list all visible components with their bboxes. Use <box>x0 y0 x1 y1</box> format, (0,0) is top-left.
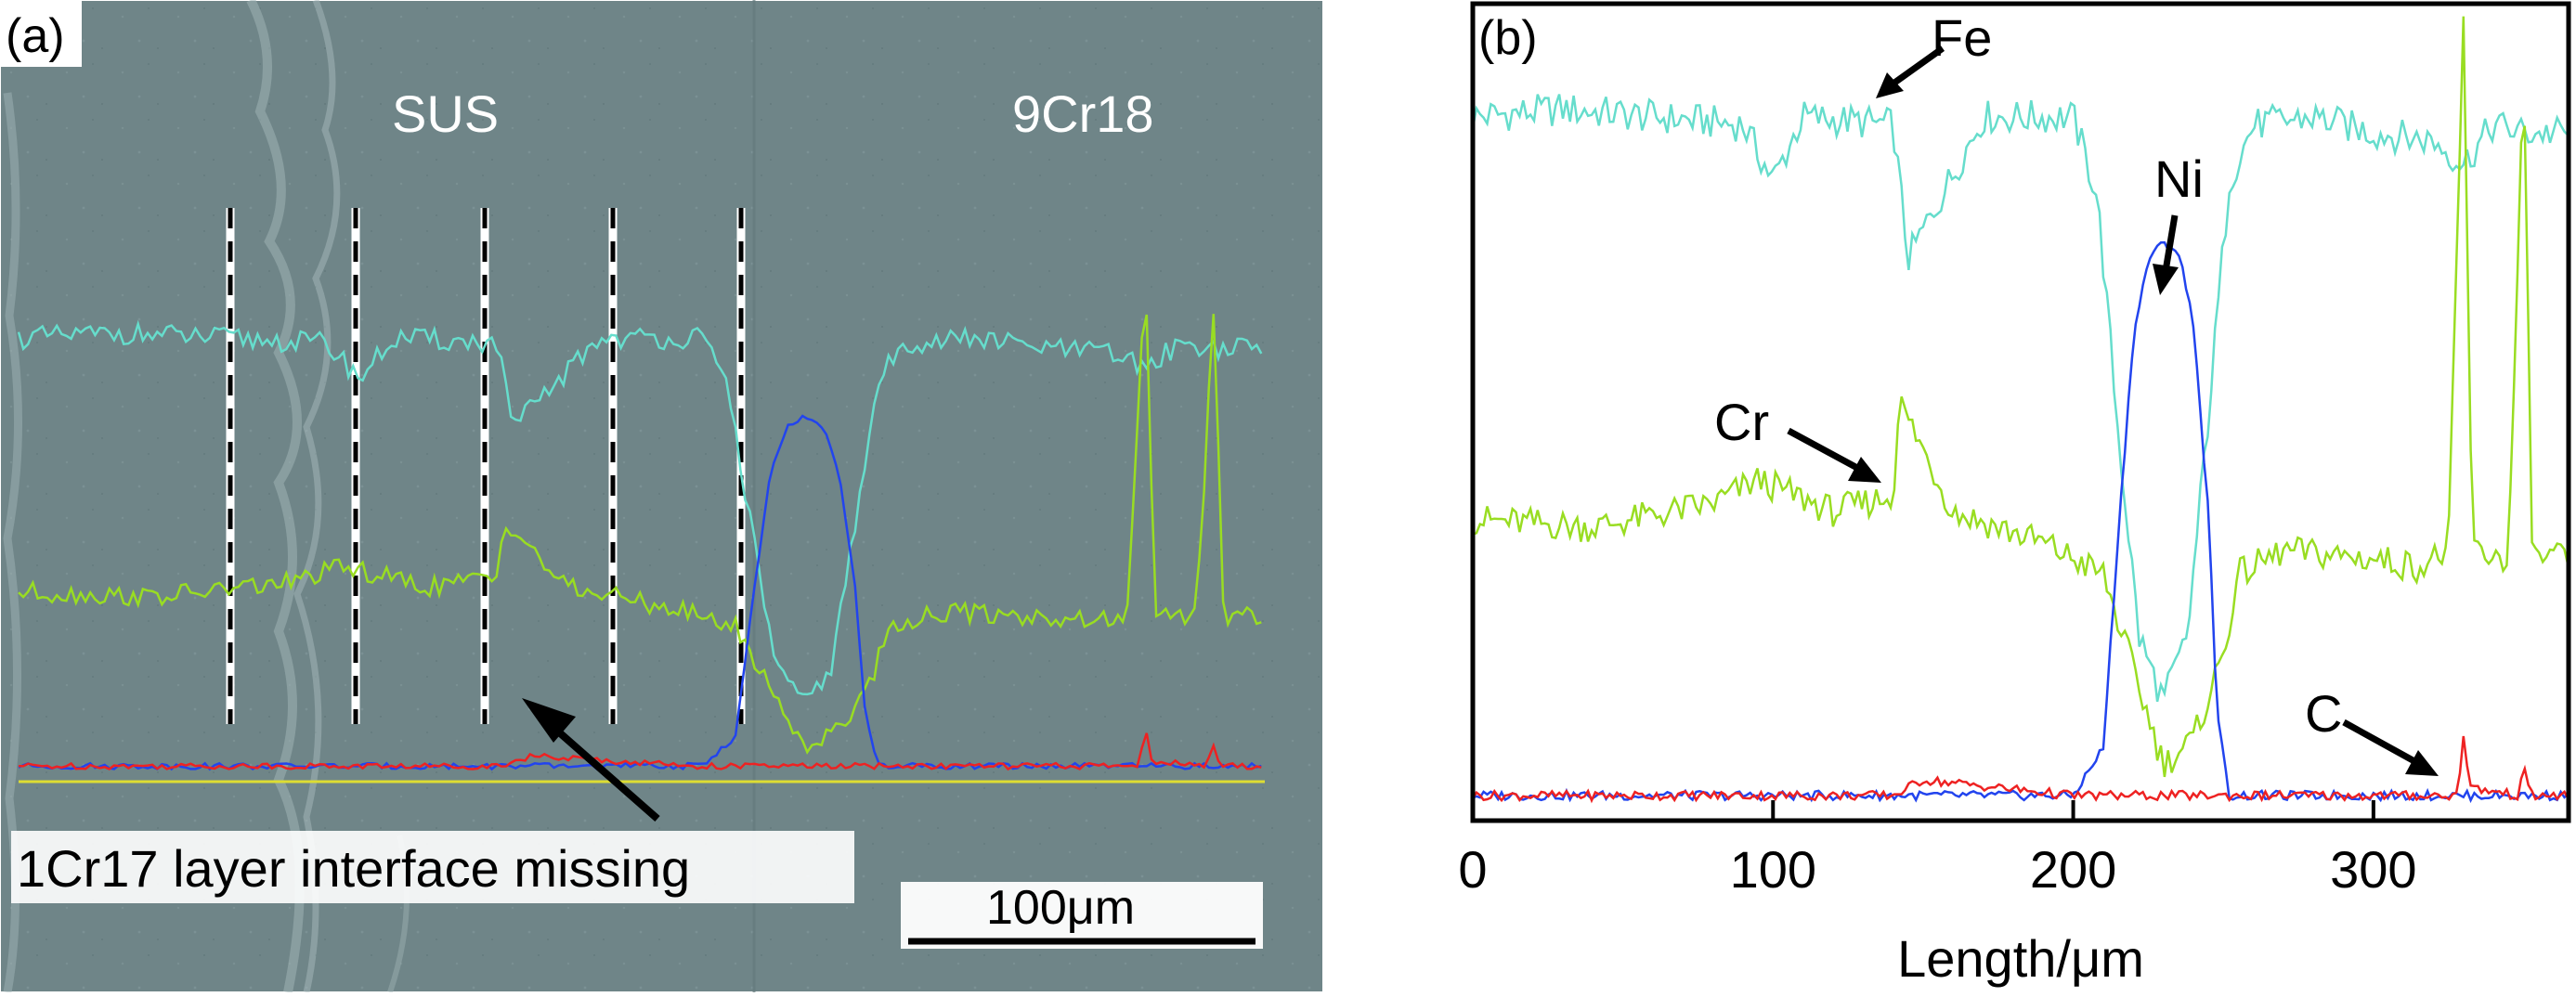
fe-label: Fe <box>1932 8 1992 67</box>
x-tick-label: 300 <box>2330 840 2416 899</box>
micrograph-background <box>0 0 1323 992</box>
x-tick-label: 0 <box>1458 840 1487 899</box>
annotation-box <box>11 831 854 903</box>
annotation-text: 1Cr17 layer interface missing <box>17 839 690 898</box>
panel-a-label-box <box>0 0 82 67</box>
overlay-line-cr <box>18 314 1262 755</box>
annotation-arrowhead <box>522 698 576 743</box>
c-arrow <box>2342 719 2416 765</box>
micrograph-panel: (a) SUS 9Cr18 1Cr17 layer interface miss… <box>0 0 1324 993</box>
panel-b-label: (b) <box>1478 11 1538 65</box>
overlay-line-fe <box>17 319 1263 696</box>
chart-background <box>1374 0 2576 992</box>
cr-arrowhead <box>1848 457 1881 483</box>
cr-arrow <box>1787 427 1859 472</box>
region-label-sus: SUS <box>392 84 499 143</box>
series-line-cr <box>1472 16 2569 778</box>
x-tick-label: 200 <box>2030 840 2116 899</box>
panel-a: (a) SUS 9Cr18 1Cr17 layer interface miss… <box>0 0 1324 993</box>
dashed-interface-lines <box>226 208 746 724</box>
ni-arrowhead <box>2153 264 2179 295</box>
series-line-c <box>1471 735 2569 804</box>
series-line-fe <box>1471 94 2569 703</box>
x-axis-ticks: 0 100 200 300 <box>1458 800 2417 899</box>
x-tick-label: 100 <box>1730 840 1816 899</box>
fe-arrowhead <box>1876 72 1904 98</box>
chart-series <box>1471 16 2569 804</box>
ni-arrow <box>2162 214 2179 272</box>
plot-frame <box>1470 1 2571 823</box>
line-scan-chart: 0 100 200 300 Length/μm (b) Fe Ni Cr C <box>1374 0 2576 992</box>
grain-boundary <box>293 0 341 993</box>
c-arrowhead <box>2405 750 2439 776</box>
fe-arrow <box>1888 45 1945 88</box>
overlay-line-c <box>18 732 1262 771</box>
ni-label: Ni <box>2154 149 2204 208</box>
grain-boundary <box>246 0 305 993</box>
panel-b: 0 100 200 300 Length/μm (b) Fe Ni Cr C <box>1374 0 2576 992</box>
panel-a-label: (a) <box>6 9 65 63</box>
scale-bar-box <box>901 882 1263 949</box>
region-label-9cr18: 9Cr18 <box>1012 84 1154 143</box>
cr-label: Cr <box>1714 393 1769 451</box>
scale-bar-label: 100μm <box>986 881 1135 935</box>
line-scan-overlay <box>17 314 1263 771</box>
c-label: C <box>2305 684 2342 743</box>
x-axis-label: Length/μm <box>1897 929 2144 988</box>
annotation-arrow <box>547 720 660 822</box>
